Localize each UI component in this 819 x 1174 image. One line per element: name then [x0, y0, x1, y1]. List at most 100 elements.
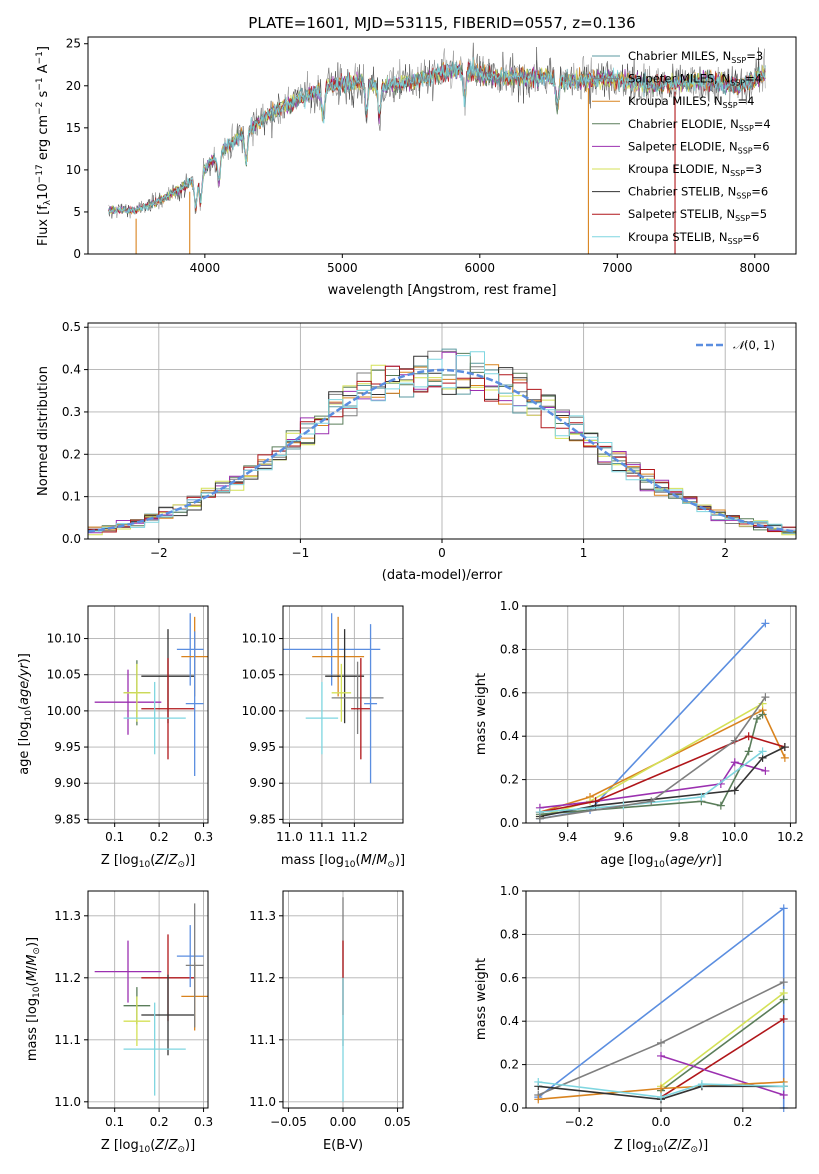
- x-tick-label: 7000: [602, 261, 633, 275]
- x-tick-label: 6000: [465, 261, 496, 275]
- x-tick-label: 0.2: [150, 830, 169, 844]
- x-tick-label: 2: [721, 546, 729, 560]
- y-tick-label: 10.05: [242, 668, 276, 682]
- x-tick-label: 10.0: [721, 830, 748, 844]
- spectrum-legend: Chabrier MILES, NSSP=3 Salpeter MILES, NS…: [592, 49, 771, 246]
- x-tick-label: −0.2: [565, 1115, 594, 1129]
- y-tick-label: 0.2: [62, 447, 81, 461]
- weight-marker: [779, 995, 788, 1004]
- weight-marker: [534, 1095, 543, 1104]
- x-tick-label: 0.00: [330, 1115, 357, 1129]
- legend-label: Kroupa STELIB, NSSP=6: [628, 230, 759, 246]
- weight-marker: [730, 736, 739, 745]
- weight-marker: [647, 797, 656, 806]
- weight-series: [660, 1018, 785, 1098]
- y-tick-label: 1.0: [500, 599, 519, 613]
- weight-marker: [779, 1015, 788, 1024]
- y-tick-label: 1.0: [500, 884, 519, 898]
- weight-marker: [779, 1082, 788, 1091]
- weights-vs-age-ylabel: mass weight: [474, 673, 489, 755]
- y-tick-label: 11.2: [249, 971, 276, 985]
- residual-legend: 𝒩(0, 1): [696, 338, 775, 352]
- spectrum-xlabel: wavelength [Angstrom, rest frame]: [328, 283, 557, 298]
- y-tick-label: 20: [66, 79, 81, 93]
- residual-xlabel: (data-model)/error: [382, 568, 503, 583]
- spectrum-line-kroupa-stelib: [108, 57, 766, 215]
- mass-vs-z-ylabel: mass [log10(M/M⊙)]: [25, 937, 42, 1061]
- age-vs-z-ticks: 0.1 0.2 0.3 9.85 9.90 9.95 10.00 10.05 10.10: [47, 632, 213, 844]
- weight-marker: [716, 801, 725, 810]
- x-tick-label: 4000: [190, 261, 221, 275]
- mass-vs-ebv-panel: −0.05 0.00 0.05 11.0 11.1 11.2 11.3 E(B-V): [249, 890, 411, 1153]
- weight-marker: [657, 1084, 665, 1093]
- y-tick-label: 0.8: [500, 927, 519, 941]
- y-tick-label: 9.95: [54, 740, 81, 754]
- weights-vs-z-panel: −0.2 0.0 0.2 0.0 0.2 0.4 0.6 0.8 1.0 Z [log10(Z/…: [474, 884, 797, 1155]
- y-tick-label: 10.00: [47, 704, 81, 718]
- spectrum-ticks: 4000 5000 6000 7000 8000 0 5 10 15 20 25: [66, 37, 770, 275]
- x-tick-label: 9.4: [558, 830, 577, 844]
- weight-marker: [534, 1077, 543, 1086]
- spectrum-panel: PLATE=1601, MJD=53115, FIBERID=0557, z=0…: [35, 14, 797, 298]
- x-tick-label: 0: [438, 546, 446, 560]
- mass-vs-z-frame: [87, 890, 209, 1109]
- y-tick-label: 10.10: [242, 632, 276, 646]
- weight-marker: [535, 814, 544, 823]
- age-vs-mass-frame: [282, 605, 404, 824]
- age-vs-mass-ticks: 11.0 11.1 11.2 9.85 9.90 9.95 10.00 10.05 10.10: [242, 632, 368, 844]
- legend-label: Chabrier MILES, NSSP=3: [628, 49, 763, 65]
- y-tick-label: 0.4: [500, 729, 519, 743]
- weight-marker: [761, 766, 770, 775]
- legend-label: Salpeter STELIB, NSSP=5: [628, 207, 767, 223]
- spectrum-title: PLATE=1601, MJD=53115, FIBERID=0557, z=0…: [248, 14, 635, 32]
- mass-vs-ebv-ticks: −0.05 0.00 0.05 11.0 11.1 11.2 11.3: [249, 909, 411, 1129]
- legend-label: Chabrier STELIB, NSSP=6: [628, 185, 768, 201]
- weight-marker: [780, 753, 789, 762]
- y-tick-label: 0.0: [500, 816, 519, 830]
- y-tick-label: 0.0: [62, 532, 81, 546]
- y-tick-label: 9.85: [249, 812, 276, 826]
- legend-label: Kroupa MILES, NSSP=4: [628, 94, 754, 110]
- weights-vs-age-ticks: 9.4 9.6 9.8 10.0 10.2 0.0 0.2 0.4 0.6 0.8 1.0: [500, 599, 804, 844]
- weight-marker: [753, 714, 762, 723]
- weight-marker: [657, 1093, 665, 1102]
- weight-marker: [758, 710, 767, 719]
- weights-vs-z-ylabel: mass weight: [474, 958, 489, 1040]
- weight-marker: [657, 1038, 665, 1047]
- weight-marker: [730, 786, 739, 795]
- weight-marker: [780, 743, 789, 752]
- weight-series: [539, 713, 764, 816]
- weights-vs-z-xlabel: Z [log10(Z/Z⊙)]: [614, 1138, 708, 1155]
- y-tick-label: 10.05: [47, 668, 81, 682]
- residual-plot-area: [87, 348, 797, 536]
- y-tick-label: 11.1: [54, 1033, 81, 1047]
- x-tick-label: 0.05: [384, 1115, 411, 1129]
- x-tick-label: 8000: [739, 261, 770, 275]
- mass-vs-z-points: [94, 903, 208, 1096]
- y-tick-label: 11.2: [54, 971, 81, 985]
- x-tick-label: 0.2: [150, 1115, 169, 1129]
- y-tick-label: 11.0: [54, 1095, 81, 1109]
- weight-marker: [761, 693, 770, 702]
- x-tick-label: 9.6: [614, 830, 633, 844]
- y-tick-label: 10: [66, 163, 81, 177]
- legend-label: Kroupa ELODIE, NSSP=3: [628, 162, 762, 178]
- weight-marker: [779, 1090, 788, 1099]
- weight-marker: [758, 747, 767, 756]
- y-tick-label: 0.1: [62, 490, 81, 504]
- age-vs-z-points: [94, 613, 208, 776]
- legend-label: Salpeter ELODIE, NSSP=6: [628, 139, 770, 155]
- y-tick-label: 9.90: [54, 776, 81, 790]
- x-tick-label: 0.0: [651, 1115, 670, 1129]
- weights-vs-z-lines: [534, 904, 788, 1112]
- y-tick-label: 0.4: [62, 363, 81, 377]
- weight-series: [539, 735, 786, 813]
- y-tick-label: 11.0: [249, 1095, 276, 1109]
- weight-series: [660, 992, 785, 1087]
- weight-series: [660, 998, 785, 1092]
- y-tick-label: 0: [73, 247, 81, 261]
- normal-legend-label: 𝒩(0, 1): [733, 338, 775, 352]
- y-tick-label: 10.10: [47, 632, 81, 646]
- weight-series: [538, 1085, 784, 1101]
